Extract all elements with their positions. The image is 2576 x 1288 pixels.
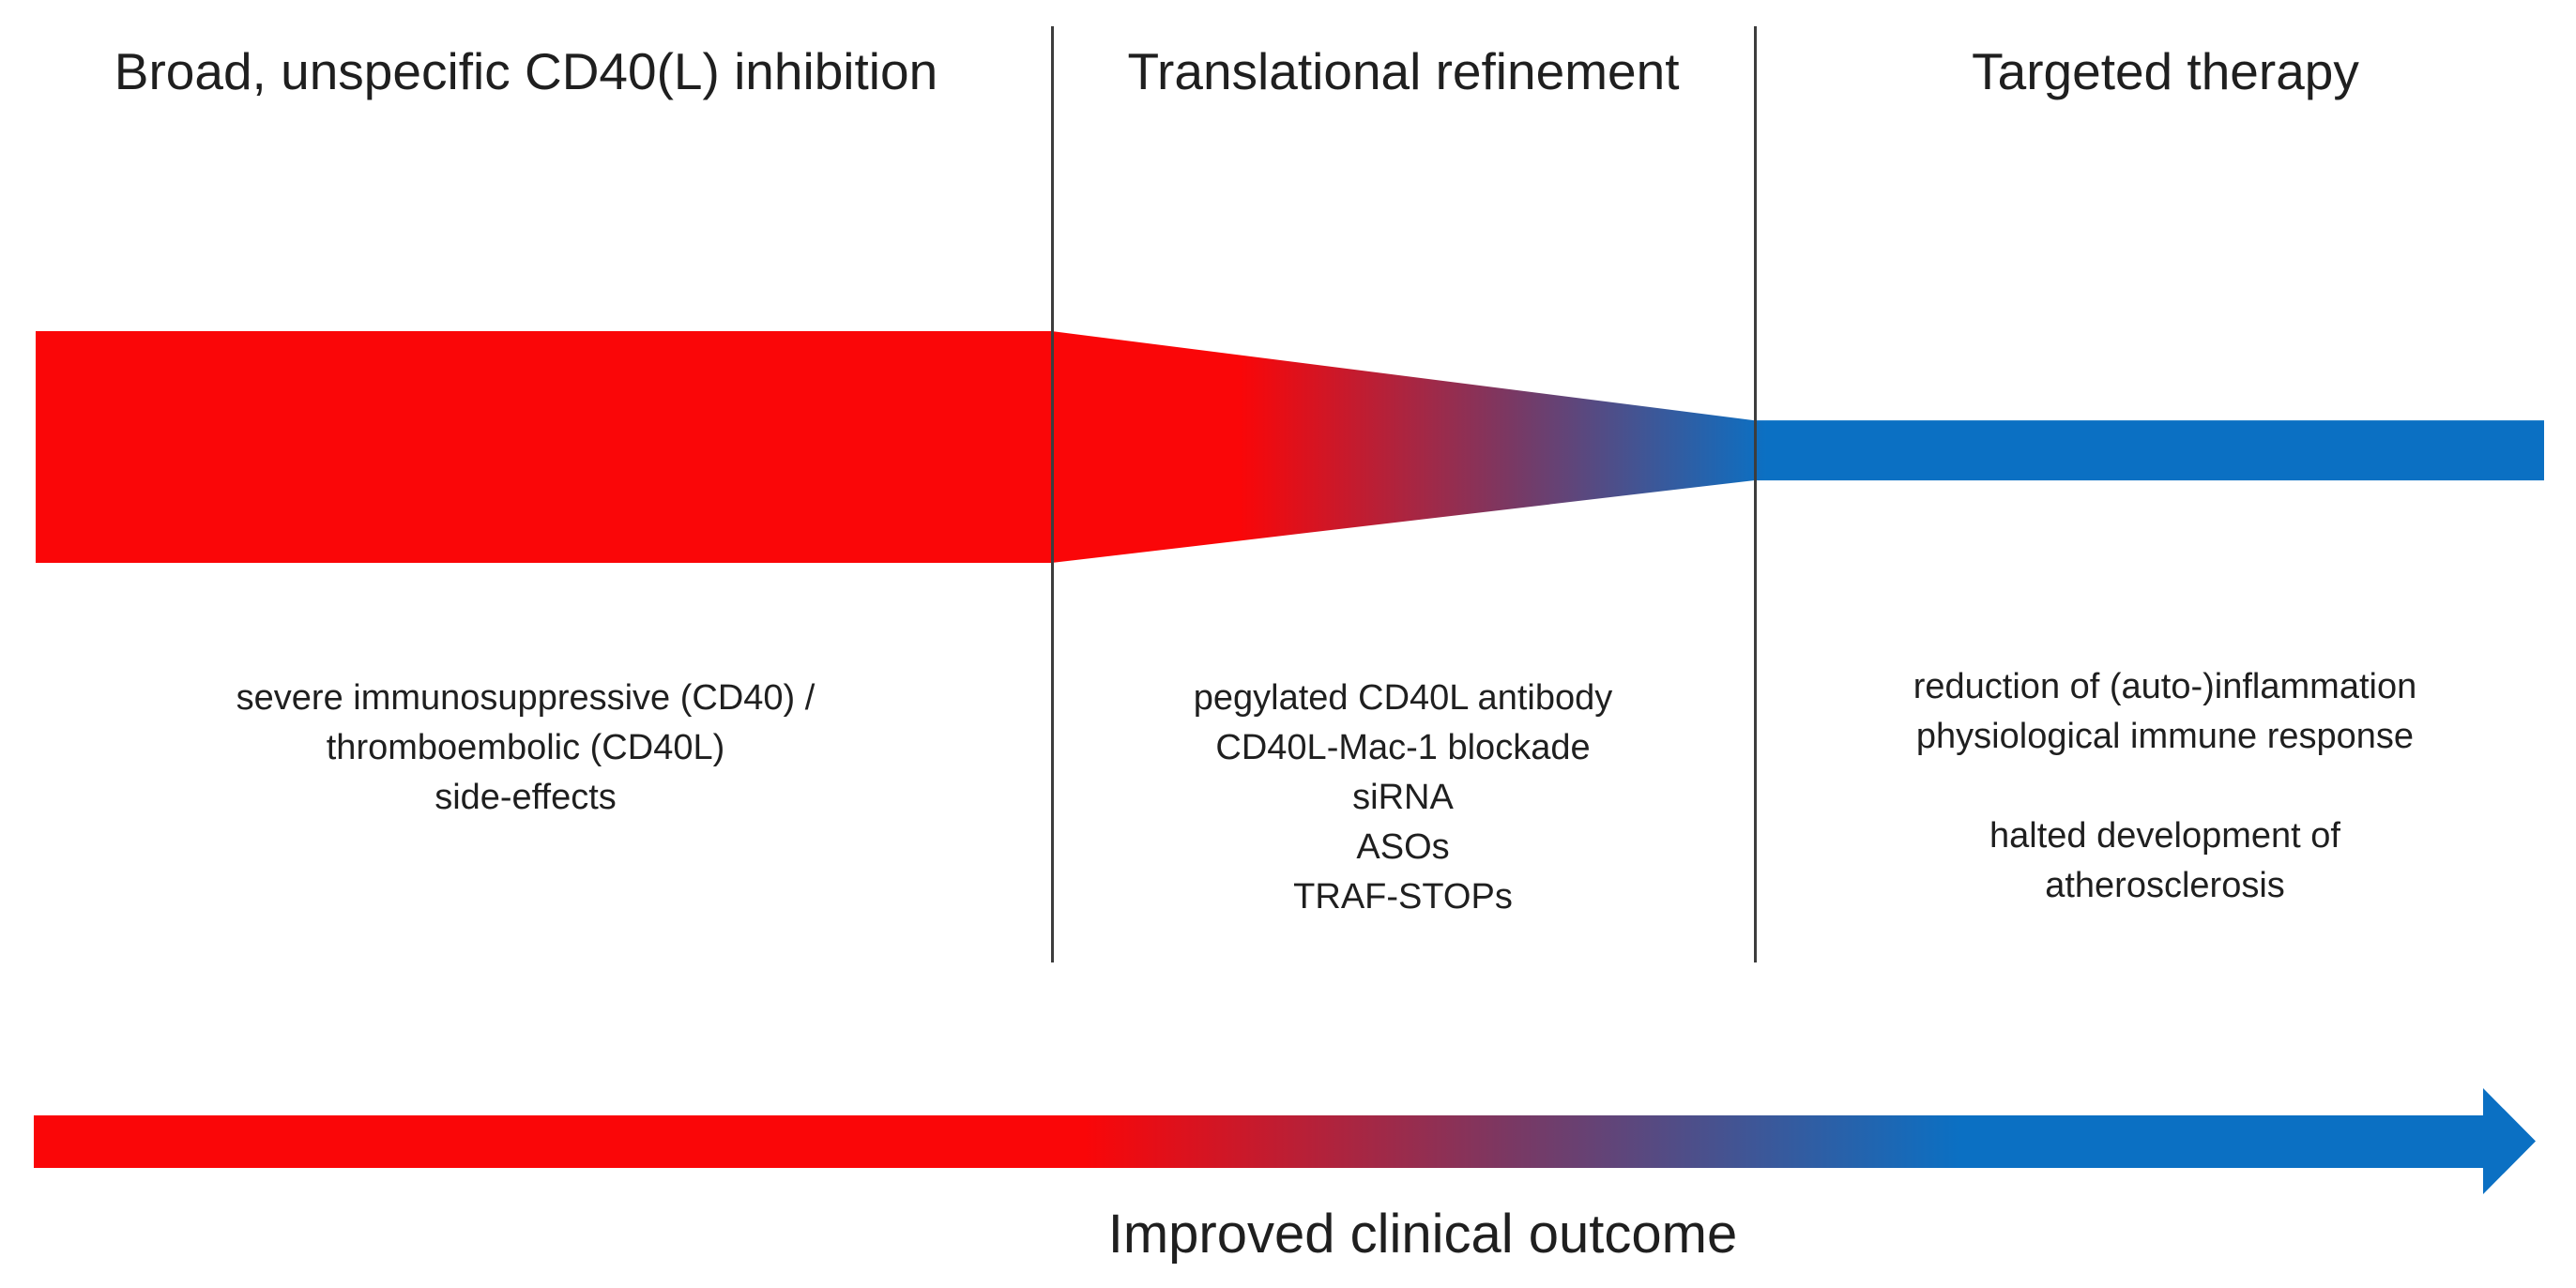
risk-funnel-shape — [36, 331, 2544, 563]
note-line: physiological immune response — [1915, 717, 2415, 756]
note-line: reduction of (auto-)inflammation — [1913, 667, 2417, 706]
note-line: TRAF-STOPs — [1293, 877, 1513, 917]
improved-outcome-label: Improved clinical outcome — [1107, 1204, 1738, 1265]
note-line-blank — [1696, 762, 2576, 811]
phase-title-targeted-therapy: Targeted therapy — [1972, 42, 2359, 100]
note-line: siRNA — [1352, 778, 1454, 817]
note-line: atherosclerosis — [2045, 866, 2285, 905]
phase-title-translational-refinement: Translational refinement — [1127, 42, 1680, 100]
phase-notes-broad-inhibition: severe immunosuppressive (CD40) / thromb… — [56, 674, 995, 823]
note-line: ASOs — [1356, 827, 1450, 867]
note-line: CD40L-Mac-1 blockade — [1215, 728, 1591, 767]
note-line: pegylated CD40L antibody — [1193, 678, 1613, 718]
phase-title-broad-inhibition: Broad, unspecific CD40(L) inhibition — [114, 42, 938, 100]
note-line: halted development of — [1989, 816, 2340, 856]
note-line: severe immunosuppressive (CD40) / — [236, 678, 815, 718]
note-line: side-effects — [434, 778, 617, 817]
phase-notes-targeted-therapy: reduction of (auto-)inflammation physiol… — [1696, 662, 2576, 911]
phase-notes-translational-refinement: pegylated CD40L antibody CD40L-Mac-1 blo… — [934, 674, 1872, 922]
improved-outcome-arrow — [34, 1088, 2536, 1194]
column-divider-right — [1754, 26, 1757, 962]
note-line: thromboembolic (CD40L) — [326, 728, 725, 767]
column-divider-left — [1051, 26, 1054, 962]
